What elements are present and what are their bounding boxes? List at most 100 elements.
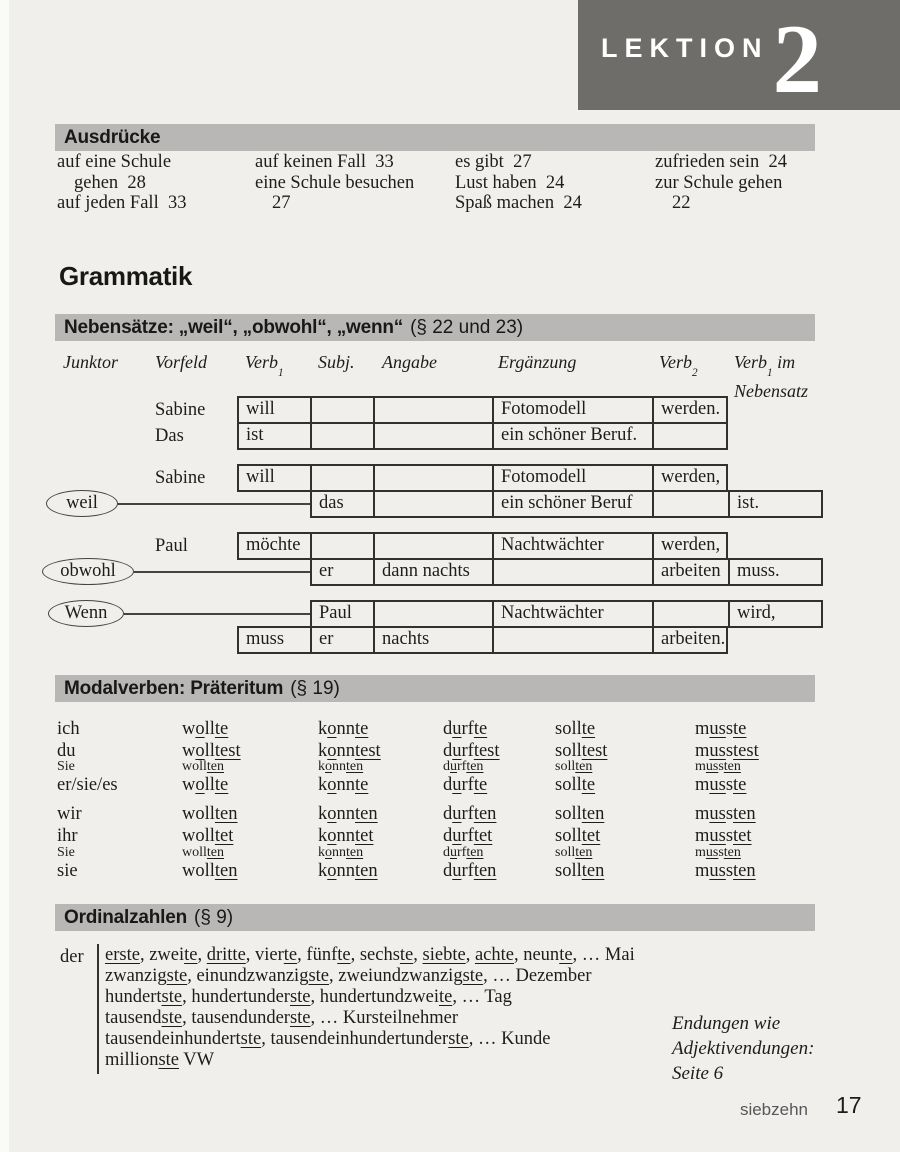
cell-subj: [312, 534, 375, 558]
verb-form: wolltet: [182, 826, 234, 846]
cell-subj: das: [312, 492, 375, 516]
verb-form: sollten: [555, 759, 593, 774]
section-ref-nebensaetze: (§ 22 und 23): [410, 316, 524, 338]
modal-row-sie: sie wollten konnten durften sollten muss…: [55, 860, 855, 882]
lektion-banner: LEKTION 2: [578, 0, 900, 110]
cell-verb1: will: [239, 398, 312, 422]
cell-verb1: muss: [239, 628, 312, 652]
cell-verb2: arbeiten.: [661, 629, 726, 649]
modal-row-Sie2: Sie wollten konnten durften sollten muss…: [55, 844, 855, 866]
section-title-modalverben: Modalverben: Präteritum: [64, 677, 284, 699]
cell-angabe: [375, 466, 494, 490]
cell-angabe: [375, 602, 494, 626]
vorfeld-label: Das: [155, 426, 184, 446]
note-line: Seite 6: [672, 1063, 724, 1084]
verb-form: mussten: [695, 861, 756, 881]
verb-form: wollten: [182, 845, 224, 860]
section-bar-nebensaetze: Nebensätze: „weil“, „obwohl“, „wenn“ (§ …: [55, 314, 815, 341]
cell-verb1-nebensatz: wird,: [737, 603, 776, 623]
section-title-ausdruecke: Ausdrücke: [64, 126, 161, 148]
verb-form: durften: [443, 804, 497, 824]
clause-box: Paul Nachtwächter wird,: [310, 600, 823, 628]
cell-angabe: dann nachts: [375, 560, 494, 584]
verb-form: wollten: [182, 759, 224, 774]
cell-verb2: arbeiten: [654, 560, 730, 584]
verb-form: konnte: [318, 719, 369, 739]
clause-box: will Fotomodell werden,: [237, 464, 728, 492]
ordinal-line: tausendeinhundertste, tausendeinhundertu…: [105, 1028, 551, 1049]
cell-subj: er: [312, 628, 375, 652]
expression-line: gehen 28: [74, 172, 146, 193]
cell-verb1-nebensatz: muss.: [737, 561, 780, 581]
modal-row-er-sie-es: er/sie/es wollte konnte durfte sollte mu…: [55, 774, 855, 796]
verb-form: durften: [443, 759, 484, 774]
article-label: der: [60, 947, 84, 967]
verb-form: durftest: [443, 741, 500, 761]
cell-ergaenzung: ein schöner Beruf: [494, 492, 654, 516]
expression-column-2: auf keinen Fall 33 eine Schule besuchen …: [255, 152, 414, 214]
section-ref-modalverben: (§ 19): [290, 677, 340, 699]
cell-verb1: ist: [239, 424, 312, 448]
verb-form: mussten: [695, 759, 741, 774]
junktor-oval-wenn: Wenn: [48, 600, 124, 627]
expression-line: 27: [272, 193, 291, 214]
ordinal-line: millionste VW: [105, 1049, 215, 1070]
expression-line: zur Schule gehen: [655, 172, 783, 193]
connector-line: [124, 613, 310, 615]
pronoun-label: Sie: [57, 845, 75, 860]
section-title-ordinalzahlen: Ordinalzahlen: [64, 906, 188, 928]
cell-angabe: [375, 424, 494, 448]
cell-ergaenzung: ein schöner Beruf.: [494, 424, 654, 448]
pronoun-label: sie: [57, 861, 78, 881]
expression-line: auf keinen Fall 33: [255, 152, 394, 172]
clause-box: das ein schöner Beruf ist.: [310, 490, 823, 518]
ordinal-line: hundertste, hundertunderste, hundertundz…: [105, 986, 512, 1007]
page-word: siebzehn: [739, 1100, 808, 1119]
expression-line: eine Schule besuchen: [255, 172, 415, 193]
cell-angabe: [375, 492, 494, 516]
pronoun-label: ihr: [57, 826, 78, 846]
modal-row-ihr: ihr wolltet konntet durftet solltet muss…: [55, 825, 855, 847]
verb-form: wollte: [182, 775, 229, 795]
lektion-number: 2: [772, 5, 823, 114]
cell-ergaenzung: [494, 628, 654, 652]
section-bar-ausdruecke: Ausdrücke: [55, 124, 815, 151]
verb-form: konnten: [318, 845, 364, 860]
pronoun-label: er/sie/es: [57, 775, 118, 795]
cell-angabe: [375, 534, 494, 558]
cell-ergaenzung: Fotomodell: [494, 466, 654, 490]
expression-line: 22: [672, 193, 691, 214]
expression-column-4: zufrieden sein 24 zur Schule gehen 22: [655, 152, 787, 214]
expression-column-3: es gibt 27 Lust haben 24 Spaß machen 24: [455, 152, 582, 214]
verb-form: musstet: [695, 826, 752, 846]
clause-box: will Fotomodell werden.: [237, 396, 728, 424]
cell-verb2: werden.: [661, 399, 721, 419]
section-bar-ordinalzahlen: Ordinalzahlen (§ 9): [55, 904, 815, 931]
adjektiv-note: Endungen wie Adjektivendungen: Seite 6: [672, 1011, 814, 1086]
connector-line: [134, 571, 310, 573]
cell-verb2: [654, 424, 727, 448]
pronoun-label: du: [57, 741, 76, 761]
column-header-verb1: Verb1: [245, 352, 284, 380]
verb-form: durften: [443, 861, 497, 881]
verb-form: wolltest: [182, 741, 241, 761]
column-header-verb2: Verb2: [659, 352, 698, 380]
ordinal-list: erste, zweite, dritte, vierte, fünfte, s…: [105, 945, 695, 1070]
pronoun-label: wir: [57, 804, 82, 824]
connector-line: [118, 503, 310, 505]
expression-line: es gibt 27: [455, 152, 532, 172]
section-title-nebensaetze: Nebensätze: „weil“, „obwohl“, „wenn“: [64, 316, 404, 338]
modal-row-wir: wir wollten konnten durften sollten muss…: [55, 803, 855, 825]
verb-form: musstest: [695, 741, 759, 761]
lektion-label: LEKTION: [601, 33, 769, 63]
section-bar-modalverben: Modalverben: Präteritum (§ 19): [55, 675, 815, 702]
verb-form: wollten: [182, 804, 238, 824]
cell-verb2: werden,: [661, 467, 721, 487]
expression-line: Spaß machen 24: [455, 193, 582, 214]
column-header-angabe: Angabe: [382, 352, 437, 372]
verb-form: musste: [695, 775, 747, 795]
cell-subj: [312, 398, 375, 422]
grammatik-heading: Grammatik: [59, 261, 193, 291]
cell-angabe: [375, 398, 494, 422]
